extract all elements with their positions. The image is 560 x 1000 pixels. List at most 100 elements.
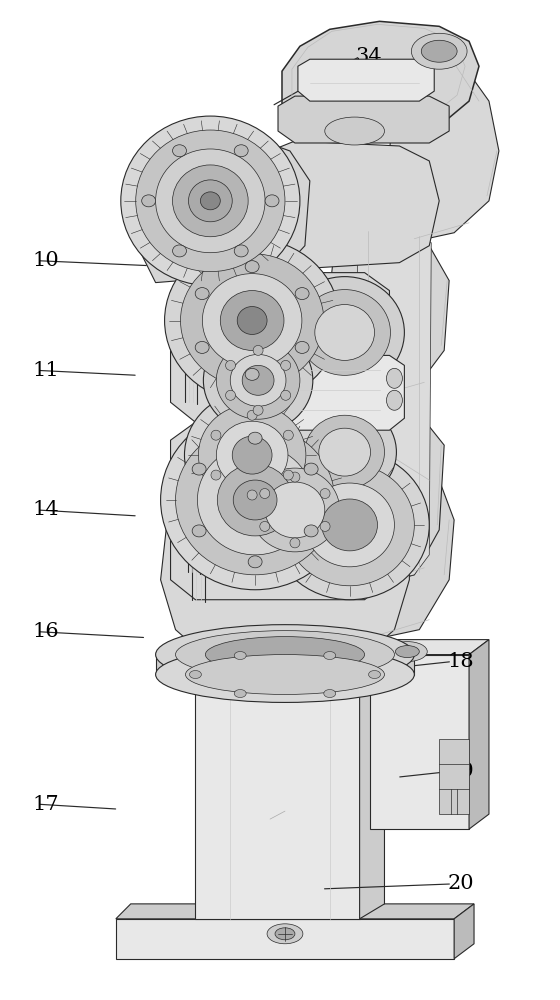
Text: 12: 12: [344, 386, 371, 405]
Polygon shape: [126, 133, 310, 283]
Polygon shape: [349, 452, 454, 645]
Polygon shape: [360, 675, 385, 919]
Ellipse shape: [250, 468, 340, 552]
Polygon shape: [171, 422, 389, 600]
Ellipse shape: [388, 642, 427, 662]
Polygon shape: [354, 226, 431, 585]
Ellipse shape: [172, 245, 186, 257]
Polygon shape: [255, 141, 439, 271]
Text: 20: 20: [447, 874, 474, 893]
Ellipse shape: [290, 538, 300, 548]
Ellipse shape: [202, 274, 302, 367]
Ellipse shape: [242, 365, 274, 395]
Ellipse shape: [234, 690, 246, 698]
Ellipse shape: [304, 463, 318, 475]
Ellipse shape: [175, 631, 394, 679]
Ellipse shape: [295, 341, 309, 353]
Ellipse shape: [165, 239, 340, 402]
Ellipse shape: [265, 195, 279, 207]
Ellipse shape: [211, 430, 221, 440]
Ellipse shape: [275, 928, 295, 940]
Ellipse shape: [232, 436, 272, 474]
Ellipse shape: [121, 116, 300, 286]
Ellipse shape: [192, 525, 206, 537]
Text: 18: 18: [447, 652, 474, 671]
Ellipse shape: [322, 499, 377, 551]
Ellipse shape: [189, 180, 232, 222]
Ellipse shape: [299, 290, 390, 375]
Ellipse shape: [285, 464, 414, 586]
Ellipse shape: [142, 195, 156, 207]
Ellipse shape: [192, 463, 206, 475]
Text: 34: 34: [355, 47, 382, 66]
Ellipse shape: [245, 261, 259, 273]
Ellipse shape: [324, 690, 336, 698]
Polygon shape: [195, 675, 385, 689]
Ellipse shape: [253, 405, 263, 415]
Ellipse shape: [295, 288, 309, 300]
Ellipse shape: [180, 254, 324, 387]
Text: 14: 14: [32, 500, 59, 519]
Ellipse shape: [184, 391, 320, 519]
Polygon shape: [389, 49, 499, 246]
Ellipse shape: [368, 671, 380, 679]
Polygon shape: [469, 640, 489, 829]
Text: 19: 19: [447, 762, 474, 781]
Ellipse shape: [290, 472, 300, 482]
Ellipse shape: [253, 345, 263, 355]
Ellipse shape: [386, 390, 403, 410]
Ellipse shape: [203, 328, 313, 432]
Ellipse shape: [324, 652, 336, 660]
Ellipse shape: [206, 637, 365, 673]
Ellipse shape: [283, 430, 293, 440]
Ellipse shape: [248, 556, 262, 568]
Ellipse shape: [319, 428, 371, 476]
Ellipse shape: [325, 117, 385, 145]
Ellipse shape: [237, 307, 267, 334]
Ellipse shape: [216, 341, 300, 419]
Ellipse shape: [226, 390, 236, 400]
Polygon shape: [116, 904, 474, 919]
Polygon shape: [370, 655, 469, 829]
Text: 11: 11: [32, 361, 59, 380]
Ellipse shape: [247, 490, 257, 500]
Text: 13: 13: [344, 443, 371, 462]
Text: 17: 17: [32, 795, 59, 814]
Ellipse shape: [248, 432, 262, 444]
Ellipse shape: [220, 291, 284, 350]
Ellipse shape: [285, 277, 404, 388]
Ellipse shape: [270, 450, 430, 600]
Ellipse shape: [200, 192, 220, 210]
Ellipse shape: [156, 647, 414, 702]
Ellipse shape: [305, 483, 394, 567]
Text: 33: 33: [344, 306, 371, 325]
Ellipse shape: [304, 525, 318, 537]
Ellipse shape: [161, 410, 349, 590]
Ellipse shape: [281, 360, 291, 370]
Polygon shape: [265, 355, 404, 430]
Polygon shape: [298, 59, 434, 101]
Polygon shape: [330, 229, 449, 410]
Polygon shape: [171, 273, 389, 422]
Ellipse shape: [320, 521, 330, 531]
Ellipse shape: [234, 145, 248, 157]
Ellipse shape: [211, 470, 221, 480]
Polygon shape: [282, 21, 479, 141]
Polygon shape: [195, 689, 360, 919]
Ellipse shape: [386, 368, 403, 388]
Ellipse shape: [198, 404, 306, 506]
Ellipse shape: [260, 489, 270, 499]
Ellipse shape: [315, 305, 375, 360]
Ellipse shape: [267, 924, 303, 944]
Polygon shape: [116, 919, 454, 959]
Polygon shape: [161, 455, 409, 652]
Polygon shape: [156, 652, 414, 675]
Ellipse shape: [195, 288, 209, 300]
Ellipse shape: [245, 368, 259, 380]
Ellipse shape: [195, 341, 209, 353]
Polygon shape: [454, 904, 474, 959]
Ellipse shape: [198, 445, 313, 555]
Ellipse shape: [305, 415, 385, 489]
Ellipse shape: [293, 403, 396, 501]
Ellipse shape: [175, 425, 335, 575]
